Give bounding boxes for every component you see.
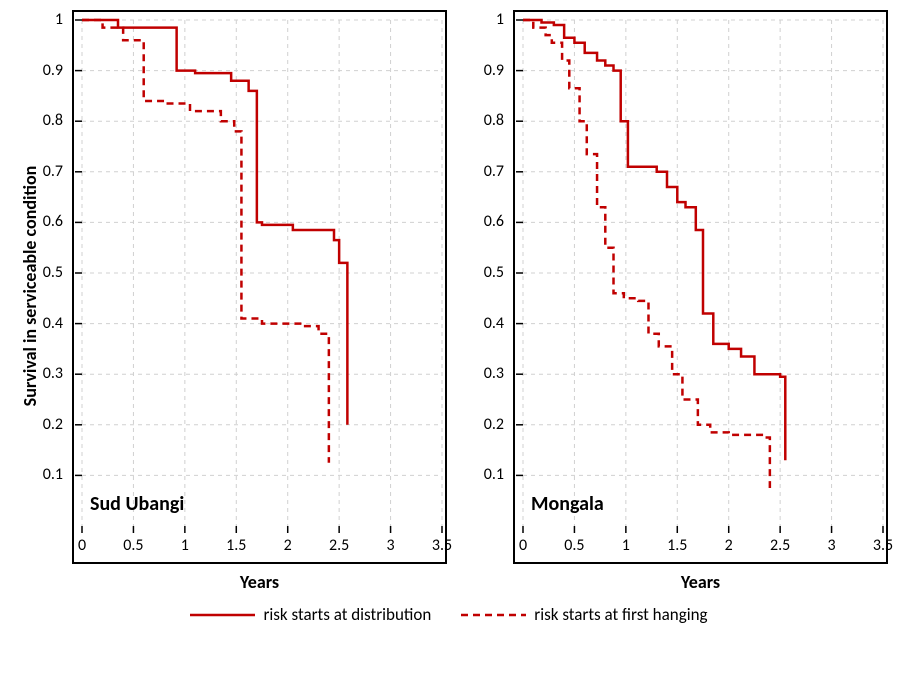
ytick-label: 0.9 [33,61,63,80]
series-distribution [523,20,785,460]
panel-title: Mongala [531,492,604,516]
ytick-label: 0.8 [33,111,63,130]
xtick-label: 3.5 [868,536,898,555]
xtick-label: 3 [817,536,847,555]
legend-swatch [461,610,526,620]
legend-swatch [190,610,255,620]
ytick-label: 0.6 [33,212,63,231]
xtick-label: 2 [273,536,303,555]
xtick-label: 1 [611,536,641,555]
xtick-label: 3.5 [427,536,457,555]
ytick-label: 0.3 [474,364,504,383]
legend: risk starts at distribution risk starts a… [10,604,888,625]
xtick-label: 2.5 [324,536,354,555]
chart-panel: 0.10.20.30.40.50.60.70.80.9100.511.522.5… [513,10,888,564]
ytick-label: 0.4 [474,314,504,333]
ytick-label: 0.7 [474,162,504,181]
legend-label: risk starts at first hanging [534,604,707,625]
chart-panel: 0.10.20.30.40.50.60.70.80.9100.511.522.5… [72,10,447,564]
ytick-label: 0.3 [33,364,63,383]
ytick-label: 0.2 [33,415,63,434]
ytick-label: 1 [474,10,504,29]
panel-row: Survival in serviceable condition0.10.20… [10,10,888,594]
xtick-label: 0.5 [559,536,589,555]
xtick-label: 0 [67,536,97,555]
x-axis-label: Years [74,571,445,593]
ytick-label: 0.1 [33,465,63,484]
panel-title: Sud Ubangi [90,492,184,516]
plot-svg [74,12,450,566]
series-first_hanging [523,20,770,488]
x-axis-label: Years [515,571,886,593]
xtick-label: 1.5 [662,536,692,555]
legend-item: risk starts at first hanging [461,604,707,625]
ytick-label: 1 [33,10,63,29]
ytick-label: 0.8 [474,111,504,130]
ytick-label: 0.5 [33,263,63,282]
xtick-label: 3 [376,536,406,555]
xtick-label: 2 [714,536,744,555]
series-first_hanging [82,20,329,463]
xtick-label: 1 [170,536,200,555]
ytick-label: 0.1 [474,465,504,484]
legend-item: risk starts at distribution [190,604,431,625]
ytick-label: 0.6 [474,212,504,231]
xtick-label: 1.5 [221,536,251,555]
figure: Survival in serviceable condition0.10.20… [10,10,888,625]
plot-svg [515,12,891,566]
xtick-label: 0.5 [118,536,148,555]
ytick-label: 0.7 [33,162,63,181]
xtick-label: 2.5 [765,536,795,555]
ytick-label: 0.9 [474,61,504,80]
ytick-label: 0.4 [33,314,63,333]
legend-label: risk starts at distribution [263,604,431,625]
ytick-label: 0.2 [474,415,504,434]
ytick-label: 0.5 [474,263,504,282]
xtick-label: 0 [508,536,538,555]
